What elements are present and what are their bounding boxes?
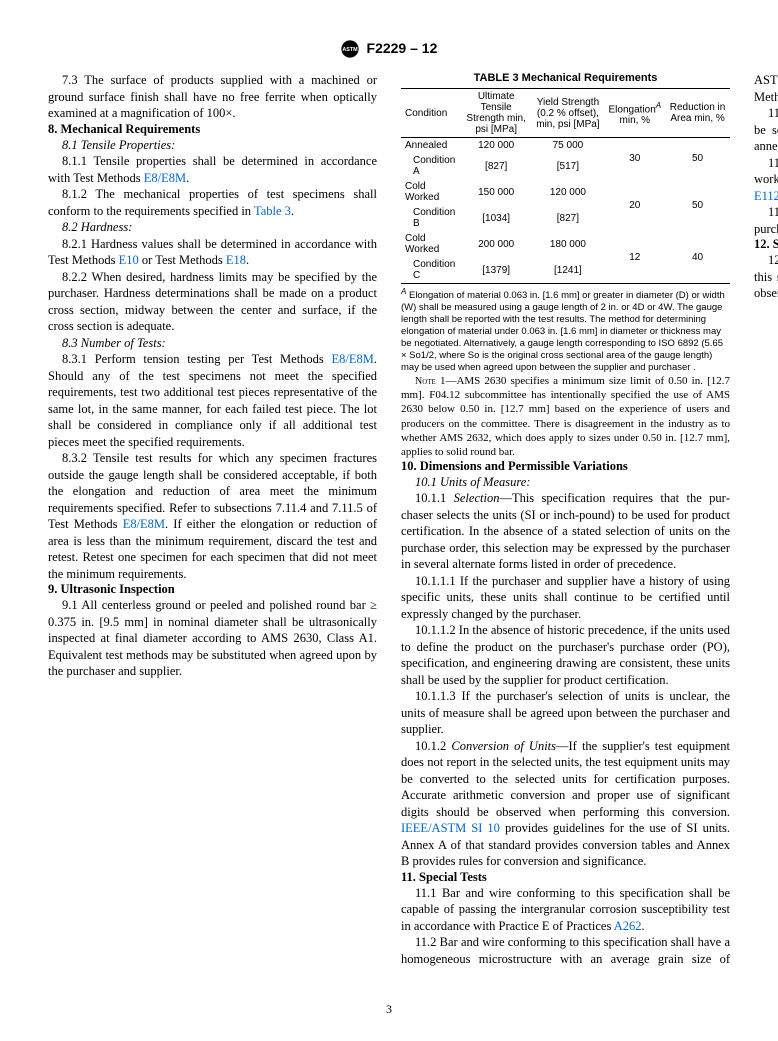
link-e112-2[interactable]: E112 bbox=[754, 189, 778, 203]
cell: [517] bbox=[531, 153, 604, 179]
para-8-3-2: 8.3.2 Tensile test results for which any… bbox=[48, 450, 377, 582]
link-a262[interactable]: A262 bbox=[614, 919, 642, 933]
heading-8: 8. Mechanical Requirements bbox=[48, 122, 377, 137]
cell: Condition C bbox=[401, 257, 461, 284]
cell: 180 000 bbox=[531, 231, 604, 257]
text: . bbox=[642, 919, 645, 933]
text: 11.2.2 If grain size samples are selecte… bbox=[754, 156, 778, 187]
col-ys: Yield Strength (0.2 % offset), min, psi … bbox=[531, 89, 604, 138]
heading-8-3: 8.3 Number of Tests: bbox=[48, 335, 377, 352]
page: ASTM F2229 – 12 7.3 The surface of produ… bbox=[0, 0, 778, 1041]
para-10-1-2: 10.1.2 Conversion of Units—If the suppli… bbox=[401, 738, 730, 870]
body-columns: 7.3 The surface of products supplied wit… bbox=[48, 72, 730, 992]
astm-logo-icon: ASTM bbox=[341, 40, 359, 58]
para-10-1-1-1: 10.1.1.1 If the purchaser and supplier h… bbox=[401, 573, 730, 623]
table-3-grid: Condition Ultimate Tensile Strength min,… bbox=[401, 88, 730, 284]
cell: 200 000 bbox=[461, 231, 531, 257]
para-11-1: 11.1 Bar and wire conforming to this spe… bbox=[401, 885, 730, 935]
text: . bbox=[246, 253, 249, 267]
text: 8.1.1 Tensile properties shall be determ… bbox=[48, 154, 377, 185]
para-11-3: 11.3 Any other special requirements shal… bbox=[754, 204, 778, 237]
link-table3[interactable]: Table 3 bbox=[254, 204, 291, 218]
col-elong: ElongationAmin, % bbox=[605, 89, 666, 138]
table-head-row: Condition Ultimate Tensile Strength min,… bbox=[401, 89, 730, 138]
cell: 75 000 bbox=[531, 138, 604, 154]
link-e8-e8m-2[interactable]: E8/E8M bbox=[332, 352, 374, 366]
table-3-footnote: A Elongation of material 0.063 in. [1.6 … bbox=[401, 287, 730, 373]
page-number: 3 bbox=[48, 1002, 730, 1017]
svg-text:ASTM: ASTM bbox=[342, 47, 358, 53]
cell: Condition B bbox=[401, 205, 461, 231]
cell: 20 bbox=[605, 179, 666, 231]
fn-text: Elongation of material 0.063 in. [1.6 mm… bbox=[401, 290, 725, 372]
text: 8.3.1 Perform tension testing per Test M… bbox=[62, 352, 332, 366]
table-row: Cold Worked 150 000 120 000 20 50 bbox=[401, 179, 730, 205]
para-8-2-2: 8.2.2 When desired, hardness limits may … bbox=[48, 269, 377, 335]
table-row: Annealed 120 000 75 000 30 50 bbox=[401, 138, 730, 154]
text: 8.1.2 The mechanical properties of test … bbox=[48, 187, 377, 218]
para-8-1-1: 8.1.1 Tensile properties shall be determ… bbox=[48, 153, 377, 186]
text: . bbox=[291, 204, 294, 218]
cell: [1241] bbox=[531, 257, 604, 284]
heading-10: 10. Dimensions and Permissible Variation… bbox=[401, 459, 730, 474]
cell: 12 bbox=[605, 231, 666, 284]
designation: F2229 – 12 bbox=[367, 40, 438, 56]
para-10-1-1-3: 10.1.1.3 If the purchaser's selection of… bbox=[401, 688, 730, 738]
col-uts: Ultimate Tensile Strength min, psi [MPa] bbox=[461, 89, 531, 138]
cell: [1379] bbox=[461, 257, 531, 284]
heading-10-1: 10.1 Units of Measure: bbox=[401, 474, 730, 491]
cell: 40 bbox=[665, 231, 730, 284]
text: or Test Methods bbox=[139, 253, 226, 267]
col-condition: Condition bbox=[401, 89, 461, 138]
table-3-caption: TABLE 3 Mechanical Requirements bbox=[401, 72, 730, 84]
cell: Cold Worked bbox=[401, 231, 461, 257]
link-ieee-astm-si10[interactable]: IEEE/ASTM SI 10 bbox=[401, 821, 500, 835]
cell: 50 bbox=[665, 179, 730, 231]
cell: Cold Worked bbox=[401, 179, 461, 205]
text: . bbox=[186, 171, 189, 185]
para-9-1: 9.1 All centerless ground or peeled and … bbox=[48, 597, 377, 680]
table-3: TABLE 3 Mechanical Requirements Conditio… bbox=[401, 72, 730, 373]
cell: Annealed bbox=[401, 138, 461, 154]
cell: 30 bbox=[605, 138, 666, 180]
cell: [1034] bbox=[461, 205, 531, 231]
cell: 150 000 bbox=[461, 179, 531, 205]
cell: 120 000 bbox=[461, 138, 531, 154]
cell: [827] bbox=[531, 205, 604, 231]
para-10-1-1: 10.1.1 Selection—This specification requ… bbox=[401, 490, 730, 573]
para-8-2-1: 8.2.1 Hardness values shall be determine… bbox=[48, 236, 377, 269]
heading-8-2: 8.2 Hardness: bbox=[48, 219, 377, 236]
para-8-3-1: 8.3.1 Perform tension testing per Test M… bbox=[48, 351, 377, 450]
heading-12: 12. Significance of Numerical Limits bbox=[754, 237, 778, 252]
link-e8-e8m-3[interactable]: E8/E8M bbox=[123, 517, 165, 531]
cell: 120 000 bbox=[531, 179, 604, 205]
cell: Condition A bbox=[401, 153, 461, 179]
heading-8-1: 8.1 Tensile Properties: bbox=[48, 137, 377, 154]
link-e18[interactable]: E18 bbox=[226, 253, 246, 267]
col-ra: Reduction in Area min, % bbox=[665, 89, 730, 138]
heading-11: 11. Special Tests bbox=[401, 870, 730, 885]
para-11-2-2: 11.2.2 If grain size samples are selecte… bbox=[754, 155, 778, 205]
cell: [827] bbox=[461, 153, 531, 179]
note-1: Note 1—AMS 2630 specifies a minimum size… bbox=[401, 374, 730, 459]
text: 1—AMS 2630 specifies a minimum size limi… bbox=[401, 375, 730, 458]
note-lead: Note bbox=[415, 376, 436, 387]
para-11-2-1: 11.2.1 It is preferred that samples for … bbox=[754, 105, 778, 155]
table-row: Cold Worked 200 000 180 000 12 40 bbox=[401, 231, 730, 257]
heading-9: 9. Ultrasonic Inspection bbox=[48, 582, 377, 597]
text: . Should any of the test specimens not m… bbox=[48, 352, 377, 449]
page-header: ASTM F2229 – 12 bbox=[48, 40, 730, 58]
para-12-1: 12.1 The following applies to all specif… bbox=[754, 252, 778, 302]
para-7-3: 7.3 The surface of products supplied wit… bbox=[48, 72, 377, 122]
para-10-1-1-2: 10.1.1.2 In the absence of historic prec… bbox=[401, 622, 730, 688]
text: 11.1 Bar and wire conforming to this spe… bbox=[401, 886, 730, 933]
cell: 50 bbox=[665, 138, 730, 180]
para-8-1-2: 8.1.2 The mechanical properties of test … bbox=[48, 186, 377, 219]
link-e10[interactable]: E10 bbox=[119, 253, 139, 267]
link-e8-e8m[interactable]: E8/E8M bbox=[144, 171, 186, 185]
